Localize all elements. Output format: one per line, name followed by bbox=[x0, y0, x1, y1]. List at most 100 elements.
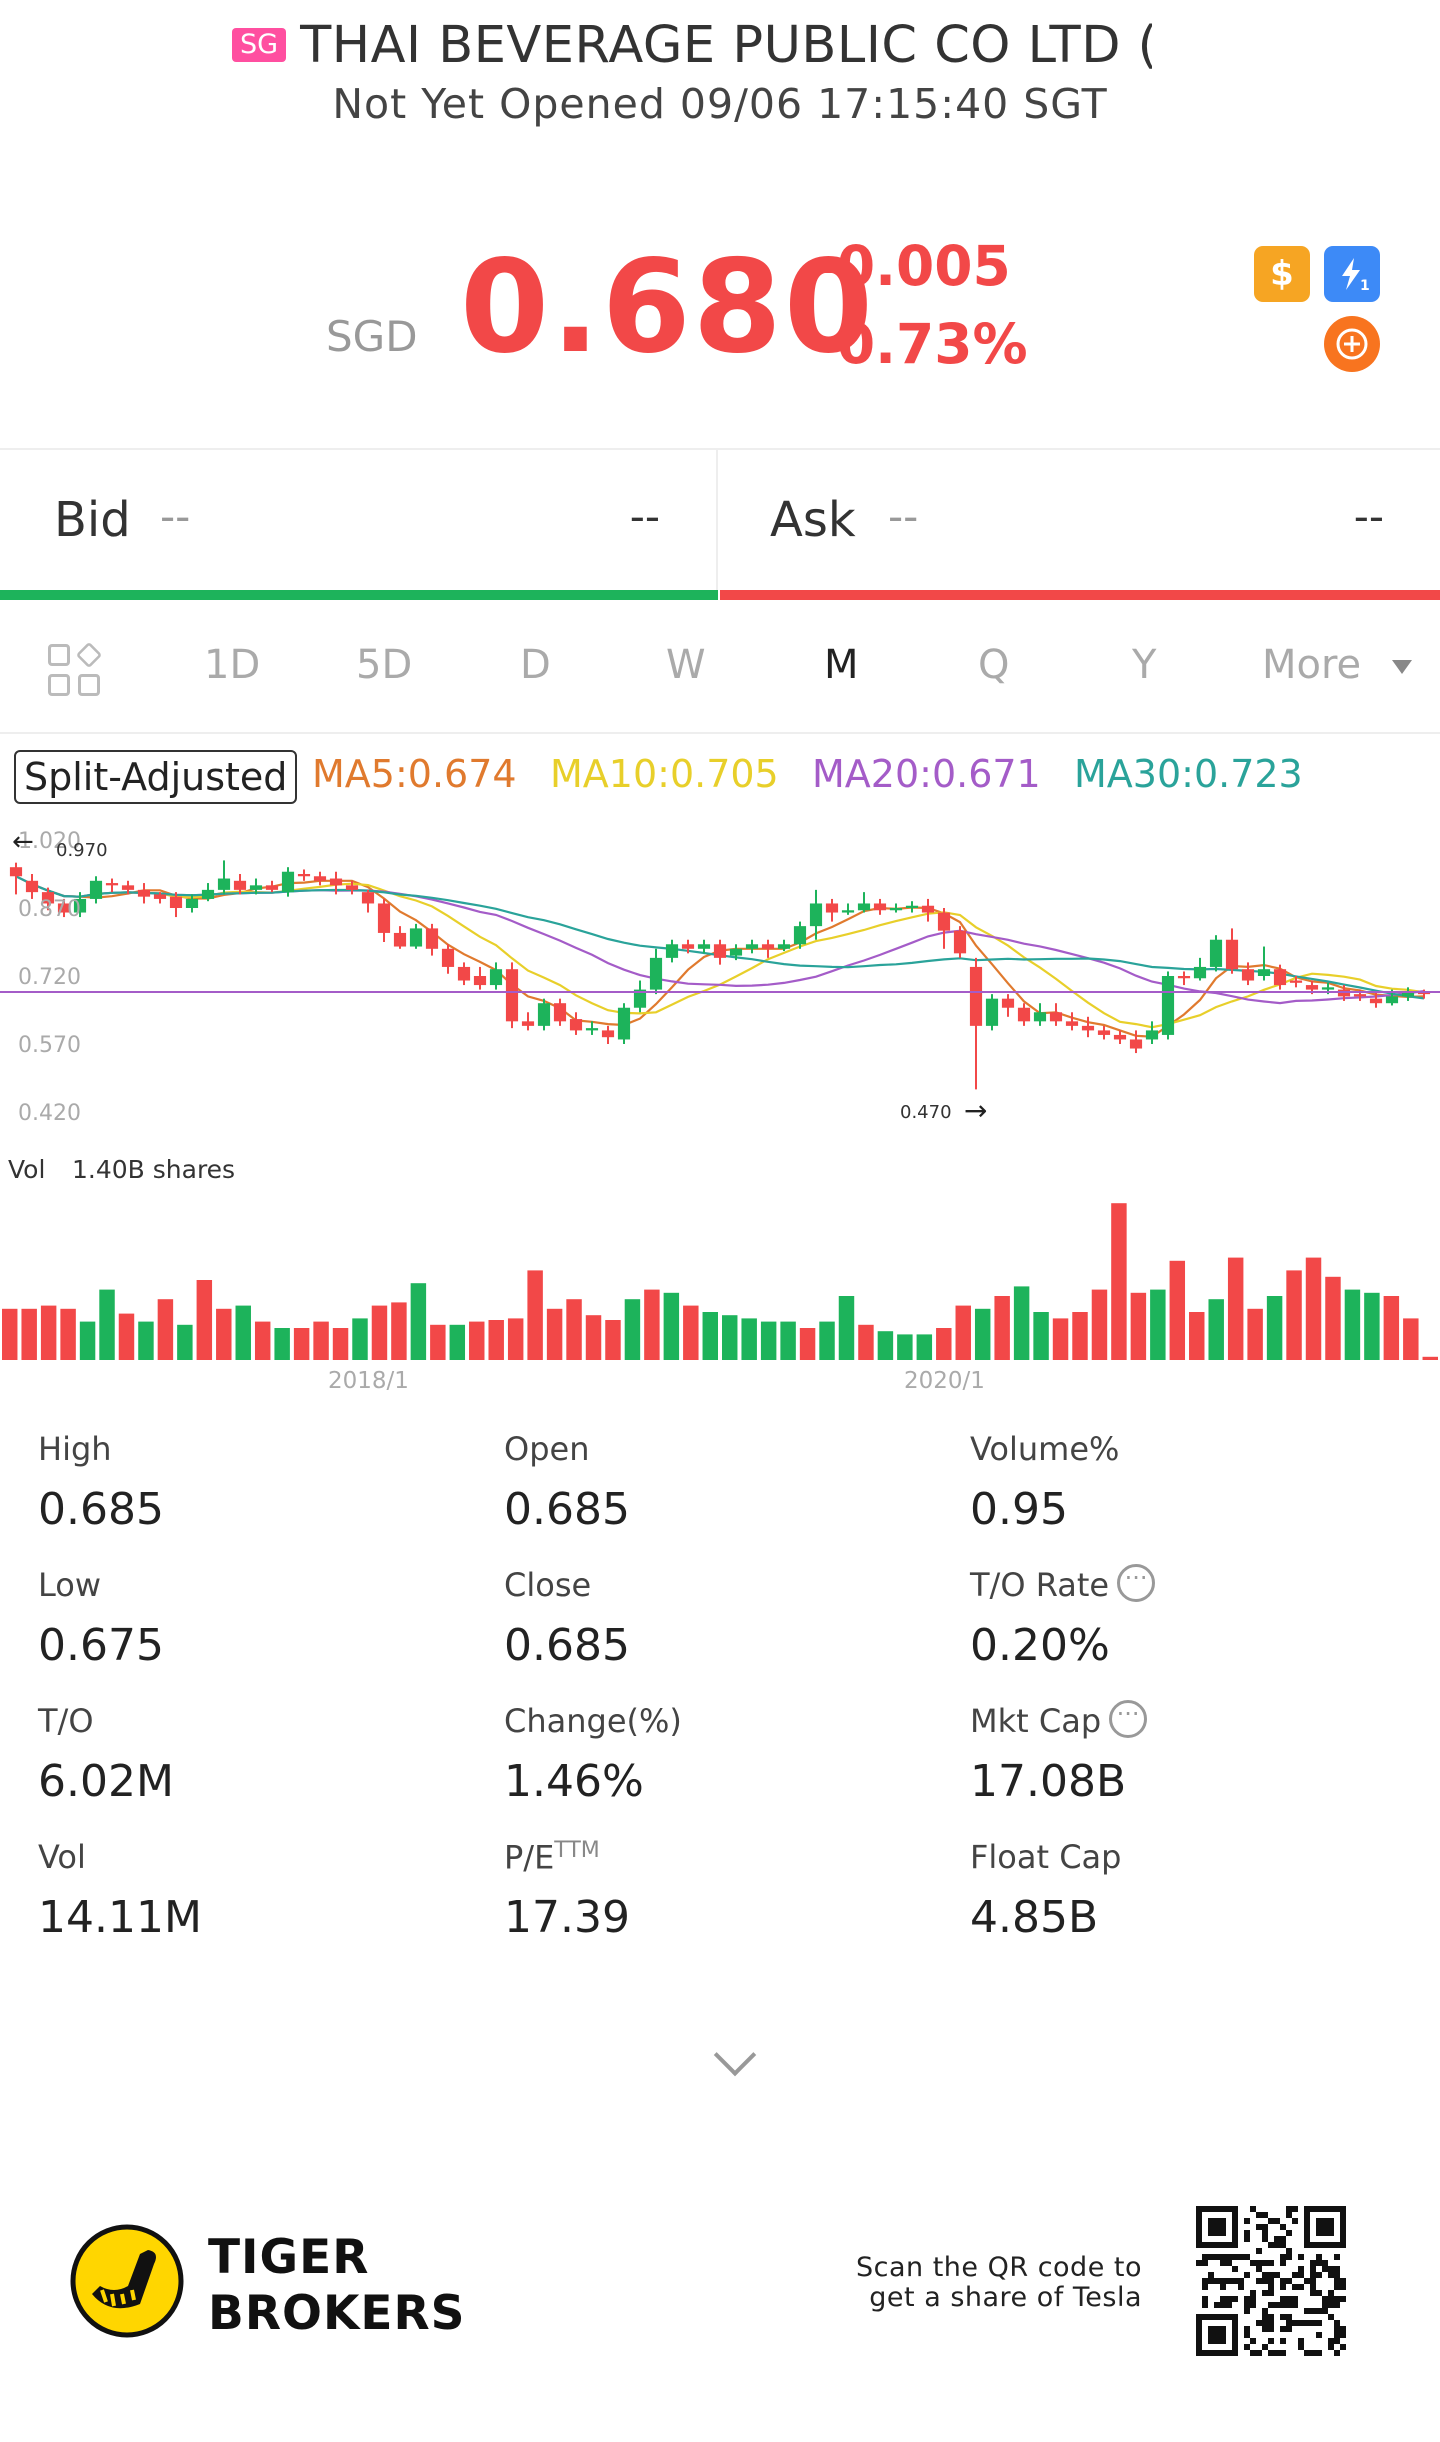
candle bbox=[601, 1025, 615, 1044]
volume-bar bbox=[254, 1321, 271, 1360]
flash-icon[interactable]: 1 bbox=[1324, 246, 1380, 302]
candle-body bbox=[393, 932, 407, 947]
tab-d[interactable]: D bbox=[520, 642, 551, 688]
candle bbox=[1289, 976, 1303, 988]
split-adjusted-button[interactable]: Split-Adjusted bbox=[14, 750, 298, 804]
candle bbox=[1081, 1016, 1095, 1038]
stats-grid: High 0.685 Open 0.685 Volume% 0.95 Low 0… bbox=[0, 1420, 1440, 1960]
volume-bar bbox=[741, 1318, 757, 1360]
candle bbox=[745, 939, 759, 954]
volume-bar bbox=[585, 1315, 602, 1360]
candle-body bbox=[57, 903, 71, 913]
kline-chart-svg[interactable]: 1.020 0.870 0.720 0.570 0.420 ← 0.970 0.… bbox=[0, 820, 1440, 1394]
volume-bar bbox=[897, 1334, 913, 1360]
volume-bar bbox=[1091, 1289, 1108, 1360]
candle bbox=[1273, 964, 1287, 990]
candle-body bbox=[1369, 998, 1383, 1004]
candle bbox=[825, 898, 839, 922]
candle bbox=[409, 923, 423, 949]
candle-body bbox=[985, 998, 999, 1026]
candle bbox=[1257, 946, 1271, 981]
y-tick-4: 0.570 bbox=[18, 1033, 81, 1058]
candle-body bbox=[9, 867, 23, 877]
volume-bar bbox=[99, 1289, 115, 1360]
candle bbox=[377, 898, 391, 942]
tab-m[interactable]: M bbox=[824, 642, 859, 688]
candle-body bbox=[265, 885, 279, 890]
candle-body bbox=[601, 1030, 615, 1038]
tab-q[interactable]: Q bbox=[978, 642, 1010, 688]
stat-label: Low bbox=[38, 1566, 102, 1604]
brand-name-line2: BROKERS bbox=[208, 2286, 466, 2341]
candle bbox=[585, 1021, 599, 1035]
qr-code[interactable] bbox=[1196, 2206, 1346, 2356]
candle bbox=[393, 926, 407, 949]
caret-down-icon[interactable] bbox=[1392, 660, 1412, 674]
candle-body bbox=[425, 928, 439, 949]
volume-bar bbox=[507, 1318, 524, 1360]
candle-body bbox=[409, 928, 423, 947]
tab-5d[interactable]: 5D bbox=[356, 642, 413, 688]
more-info-icon[interactable]: ··· bbox=[1109, 1700, 1148, 1738]
candle-body bbox=[873, 903, 887, 911]
bid-box[interactable]: Bid -- -- bbox=[0, 450, 716, 590]
stat-label: Float Cap bbox=[970, 1838, 1122, 1876]
volume-bar bbox=[1325, 1276, 1341, 1360]
candle-body bbox=[137, 889, 151, 897]
y-tick-2: 0.870 bbox=[18, 897, 81, 922]
candle-body bbox=[233, 880, 247, 890]
more-info-icon[interactable]: ··· bbox=[1117, 1564, 1156, 1602]
ask-label: Ask bbox=[770, 492, 856, 548]
arrow-right-icon: → bbox=[964, 1094, 987, 1127]
y-tick-5: 0.420 bbox=[18, 1101, 81, 1126]
candle-body bbox=[329, 878, 343, 886]
candle-body bbox=[729, 948, 743, 956]
candle bbox=[761, 939, 775, 958]
volume-bar bbox=[1189, 1312, 1205, 1360]
candle-body bbox=[1305, 985, 1319, 990]
tab-1d[interactable]: 1D bbox=[204, 642, 261, 688]
candle bbox=[105, 878, 119, 893]
volume-bar bbox=[1013, 1286, 1030, 1360]
volume-bar bbox=[683, 1305, 699, 1360]
volume-bar bbox=[799, 1328, 816, 1360]
candle-body bbox=[665, 944, 679, 958]
dollar-icon[interactable]: $ bbox=[1254, 246, 1310, 302]
volume-bar bbox=[1130, 1292, 1147, 1360]
calculator-icon[interactable] bbox=[1324, 316, 1380, 372]
candle-body bbox=[1353, 994, 1367, 997]
volume-bar bbox=[1052, 1318, 1069, 1360]
candle bbox=[1001, 994, 1015, 1017]
volume-bar bbox=[371, 1305, 388, 1360]
layout-grid-icon[interactable] bbox=[48, 641, 103, 698]
candle bbox=[617, 1003, 631, 1044]
tab-y[interactable]: Y bbox=[1132, 642, 1157, 688]
volume-bar bbox=[313, 1321, 329, 1360]
ask-box[interactable]: Ask -- -- bbox=[718, 450, 1440, 590]
volume-bar bbox=[2, 1308, 18, 1360]
kline-chart[interactable]: 1.020 0.870 0.720 0.570 0.420 ← 0.970 0.… bbox=[0, 820, 1440, 1394]
bid-ask-panel: Bid -- -- Ask -- -- bbox=[0, 450, 1440, 590]
candle-body bbox=[1385, 996, 1399, 1004]
stat-value: 6.02M bbox=[38, 1756, 174, 1807]
stat-label: High bbox=[38, 1430, 112, 1468]
volume-bar bbox=[1422, 1356, 1438, 1360]
candle bbox=[537, 998, 551, 1031]
candle-body bbox=[89, 880, 103, 899]
candle bbox=[633, 980, 647, 1013]
candle bbox=[1209, 935, 1223, 972]
ma30-line bbox=[15, 875, 1425, 1000]
ma10-value: MA10:0.705 bbox=[550, 752, 779, 796]
stat-label: Volume% bbox=[970, 1430, 1120, 1468]
chevron-down-icon[interactable] bbox=[713, 2033, 757, 2077]
volume-bar bbox=[430, 1324, 446, 1360]
candle bbox=[1193, 957, 1207, 981]
candle-body bbox=[937, 912, 951, 931]
candle bbox=[505, 962, 519, 1029]
bid-size: -- bbox=[629, 492, 660, 541]
tab-w[interactable]: W bbox=[666, 642, 706, 688]
tab-more[interactable]: More bbox=[1262, 642, 1362, 688]
period-tabs: 1D 5D D W M Q Y More bbox=[0, 614, 1440, 714]
volume-bar bbox=[138, 1321, 154, 1360]
candle-body bbox=[25, 880, 39, 893]
